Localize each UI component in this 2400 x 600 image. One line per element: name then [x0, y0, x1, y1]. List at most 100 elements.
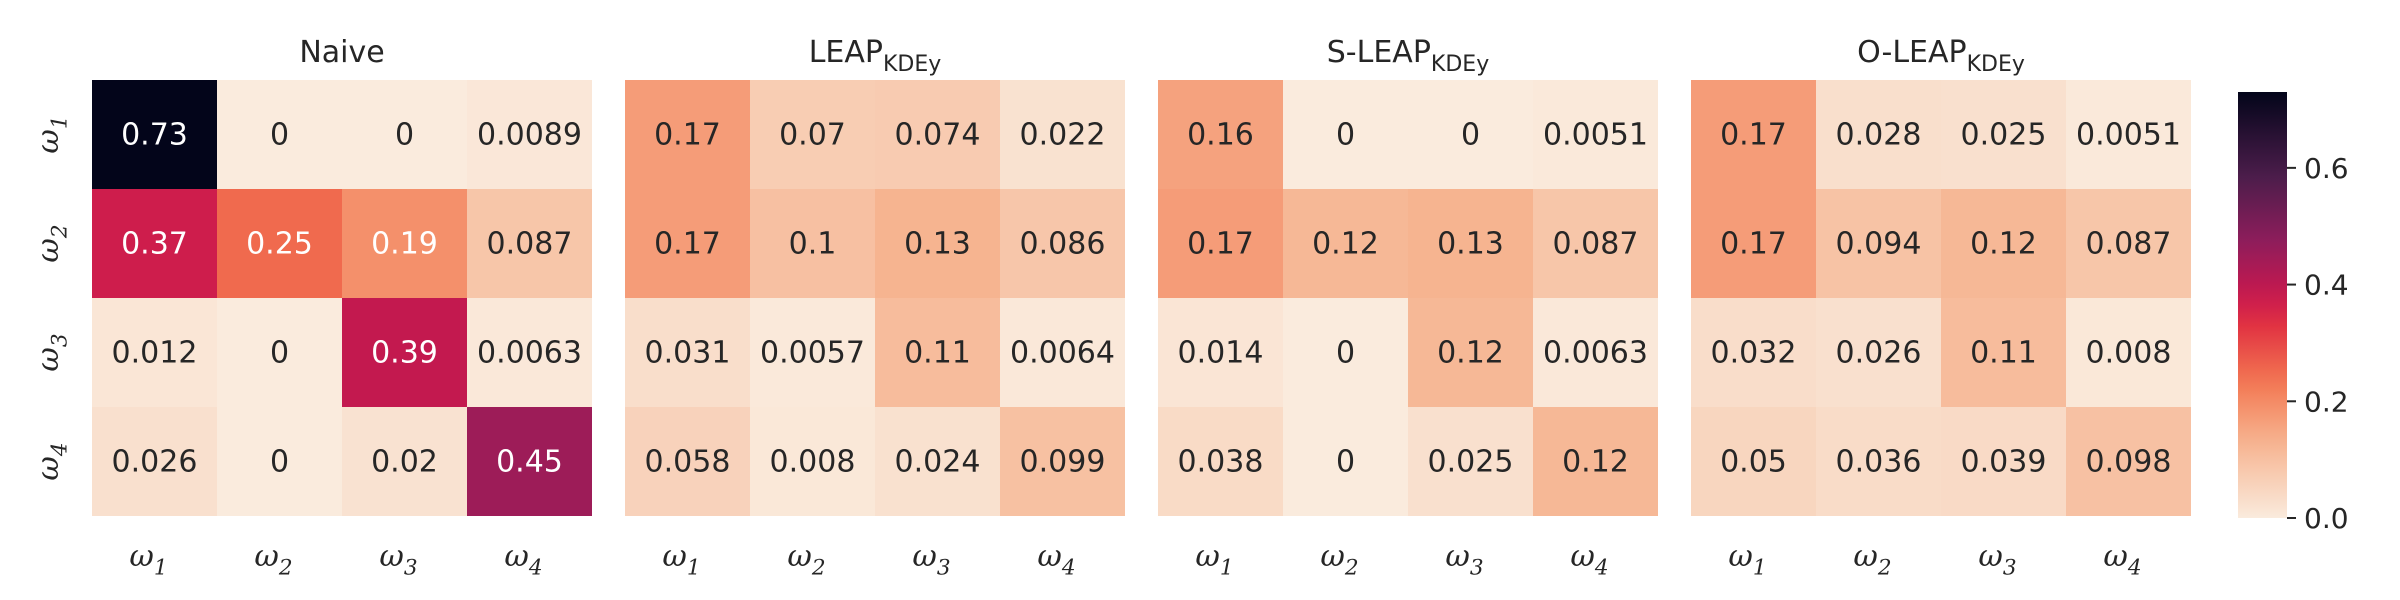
panel-title-main: O-LEAP — [1857, 35, 1967, 70]
cell-value-label: 0.05 — [1720, 445, 1787, 480]
x-tick-label: ω4 — [1570, 539, 1608, 580]
x-tick-label-base: ω — [662, 539, 686, 574]
x-tick-label-sub: 1 — [154, 555, 168, 580]
heatmap-cell — [1533, 189, 1658, 298]
heatmap-cell — [1408, 80, 1533, 189]
x-tick-label: ω1 — [129, 539, 167, 580]
heatmap-cell — [217, 407, 342, 516]
heatmap-cell — [1158, 80, 1283, 189]
heatmap-cell — [875, 298, 1000, 407]
x-tick-label: ω1 — [1728, 539, 1766, 580]
heatmap-cell — [625, 407, 750, 516]
heatmap-cell — [625, 298, 750, 407]
heatmap-cell — [1691, 298, 1816, 407]
cell-value-label: 0.008 — [2086, 336, 2172, 371]
heatmap-cell — [875, 189, 1000, 298]
cell-value-label: 0.022 — [1020, 118, 1106, 153]
x-tick-label-base: ω — [1320, 539, 1344, 574]
cell-value-label: 0.0051 — [2076, 118, 2181, 153]
cell-value-label: 0.39 — [371, 336, 438, 371]
x-tick-label-sub: 4 — [2127, 555, 2142, 580]
panel-title: LEAPKDEy — [809, 35, 942, 77]
heatmap-cell — [1691, 407, 1816, 516]
heatmap-cell — [1000, 80, 1125, 189]
heatmap-panel-2: LEAPKDEy 0.17 0.07 0.074 0.022 0.17 0.1 0.13 0.0… — [625, 35, 1125, 580]
cell-value-label: 0.099 — [1020, 445, 1106, 480]
colorbar-tick-label: 0.0 — [2304, 502, 2349, 535]
x-tick-label: ω3 — [1978, 539, 2016, 580]
cell-value-label: 0.031 — [645, 336, 731, 371]
x-tick-label-sub: 4 — [528, 555, 543, 580]
heatmap-cell — [625, 80, 750, 189]
heatmap-cell — [467, 298, 592, 407]
heatmap-cell — [1941, 407, 2066, 516]
heatmap-cell — [342, 189, 467, 298]
cell-value-label: 0 — [1336, 118, 1355, 153]
heatmap-cell — [1408, 298, 1533, 407]
x-tick-label: ω4 — [1037, 539, 1075, 580]
heatmap-cell — [342, 407, 467, 516]
x-tick-label-base: ω — [2103, 539, 2127, 574]
cell-value-label: 0.11 — [1970, 336, 2037, 371]
cell-value-label: 0.07 — [779, 118, 846, 153]
heatmap-cell — [342, 298, 467, 407]
cell-value-label: 0.028 — [1836, 118, 1922, 153]
heatmap-cell — [1691, 80, 1816, 189]
cell-value-label: 0.039 — [1961, 445, 2047, 480]
heatmap-panel-3: S-LEAPKDEy 0.16 0 0 0.0051 0.17 0.12 0.13 0.087 0… — [1158, 35, 1658, 580]
colorbar-tick-label: 0.2 — [2304, 385, 2349, 418]
cell-value-label: 0.02 — [371, 445, 438, 480]
y-tick-label-sub: 2 — [47, 224, 72, 239]
panel-title-main: Naive — [299, 35, 384, 70]
cell-value-label: 0.0051 — [1543, 118, 1648, 153]
heatmap-cell — [1941, 80, 2066, 189]
heatmap-cell — [92, 80, 217, 189]
heatmap-cell — [1158, 298, 1283, 407]
cell-value-label: 0.17 — [654, 118, 721, 153]
cell-value-label: 0.0089 — [477, 118, 582, 153]
cell-value-label: 0.074 — [895, 118, 981, 153]
heatmap-cell — [625, 189, 750, 298]
cell-value-label: 0.058 — [645, 445, 731, 480]
cell-value-label: 0.087 — [2086, 227, 2172, 262]
cell-value-label: 0.11 — [904, 336, 971, 371]
cell-value-label: 0 — [1461, 118, 1480, 153]
x-tick-label: ω3 — [379, 539, 417, 580]
x-tick-label-base: ω — [1978, 539, 2002, 574]
heatmap-cell — [1158, 189, 1283, 298]
y-tick-label-group: ω3 — [31, 333, 72, 371]
cell-value-label: 0.087 — [487, 227, 573, 262]
cell-value-label: 0.45 — [496, 445, 563, 480]
heatmap-cell — [1000, 298, 1125, 407]
cell-value-label: 0.13 — [1437, 227, 1504, 262]
x-tick-label-base: ω — [1037, 539, 1061, 574]
x-tick-label: ω4 — [504, 539, 542, 580]
heatmap-cell — [1816, 407, 1941, 516]
heatmap-cell — [875, 407, 1000, 516]
heatmap-cell — [1283, 189, 1408, 298]
panel-title: O-LEAPKDEy — [1857, 35, 2025, 77]
cell-value-label: 0.025 — [1961, 118, 2047, 153]
x-tick-label-base: ω — [1728, 539, 1752, 574]
heatmap-cell — [1533, 298, 1658, 407]
heatmap-cell — [1408, 189, 1533, 298]
x-tick-label: ω3 — [912, 539, 950, 580]
panel-title-main: LEAP — [809, 35, 883, 70]
x-tick-label-sub: 2 — [1877, 555, 1892, 580]
x-tick-label: ω2 — [1853, 539, 1891, 580]
heatmap-cell — [1691, 189, 1816, 298]
x-tick-label-sub: 4 — [1061, 555, 1076, 580]
cell-value-label: 0.094 — [1836, 227, 1922, 262]
x-tick-label-sub: 3 — [404, 555, 418, 580]
heatmap-cell — [1941, 298, 2066, 407]
panel-title-subscript: KDEy — [1431, 52, 1489, 77]
cell-value-label: 0.086 — [1020, 227, 1106, 262]
x-tick-label-sub: 3 — [2003, 555, 2017, 580]
x-tick-label-base: ω — [912, 539, 936, 574]
y-tick-label: ω2 — [31, 224, 72, 262]
x-tick-label: ω1 — [1195, 539, 1233, 580]
cell-value-label: 0.17 — [1720, 227, 1787, 262]
cell-value-label: 0.1 — [789, 227, 837, 262]
y-tick-label-base: ω — [31, 238, 66, 262]
